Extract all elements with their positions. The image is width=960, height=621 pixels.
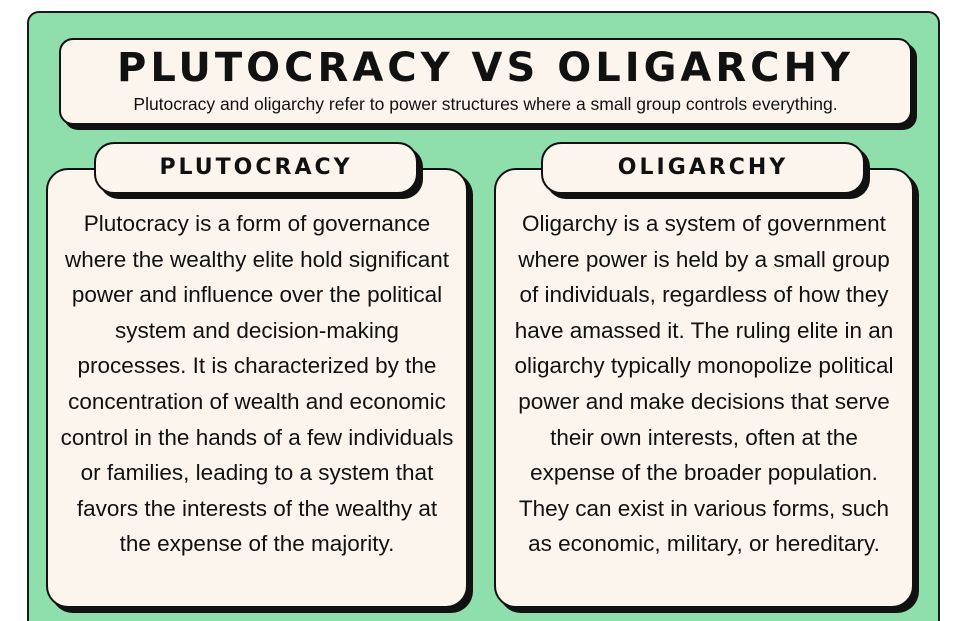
oligarchy-heading: OLIGARCHY: [541, 142, 865, 194]
title-card: PLUTOCRACY VS OLIGARCHY Plutocracy and o…: [59, 38, 912, 125]
plutocracy-card: Plutocracy is a form of governance where…: [46, 168, 468, 608]
page-subtitle: Plutocracy and oligarchy refer to power …: [133, 94, 838, 114]
plutocracy-description: Plutocracy is a form of governance where…: [60, 211, 454, 557]
page-title: PLUTOCRACY VS OLIGARCHY: [117, 45, 854, 91]
plutocracy-heading: PLUTOCRACY: [94, 142, 418, 194]
oligarchy-card: Oligarchy is a system of government wher…: [494, 168, 914, 608]
oligarchy-description: Oligarchy is a system of government wher…: [514, 211, 894, 557]
